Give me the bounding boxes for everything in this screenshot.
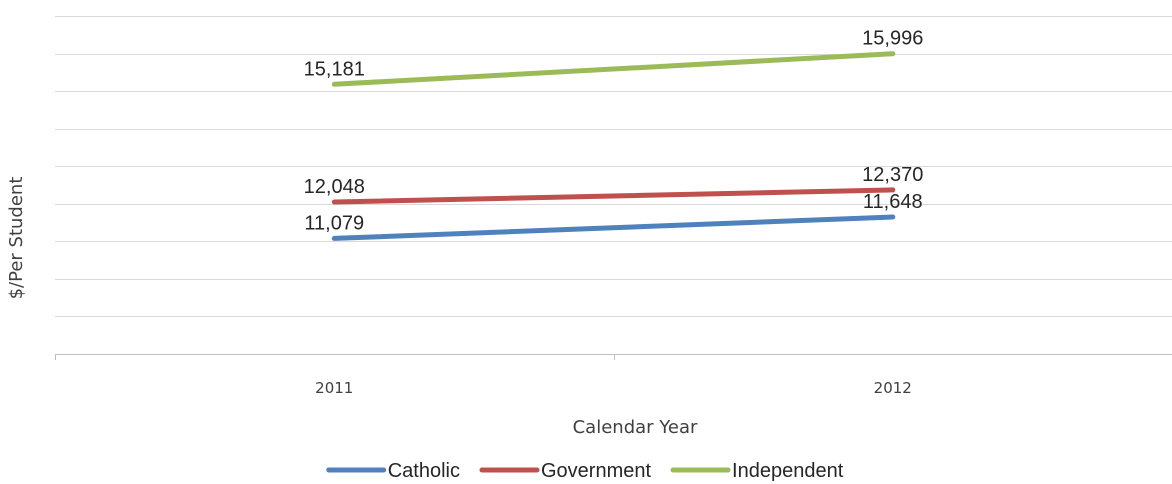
x-axis-title: Calendar Year <box>573 417 698 438</box>
legend-label-government: Government <box>541 460 651 482</box>
y-axis-title: $/Per Student <box>6 177 27 300</box>
data-label-government: 12,048 <box>304 176 365 198</box>
series-line-independent <box>331 51 896 87</box>
data-labels: 11,079 11,648 12,048 12,370 15,181 15,996 <box>304 28 924 235</box>
gridlines <box>55 16 1172 317</box>
x-axis: 2011 2012 <box>55 354 1172 397</box>
legend-label-independent: Independent <box>732 460 844 482</box>
series-line-government <box>331 187 896 205</box>
data-label-government: 12,370 <box>862 164 923 186</box>
series-line-catholic <box>331 214 896 241</box>
legend: Catholic Government Independent <box>326 460 844 482</box>
data-label-catholic: 11,079 <box>304 212 364 234</box>
x-tick-label: 2012 <box>874 379 912 397</box>
data-label-independent: 15,996 <box>862 28 923 50</box>
data-label-catholic: 11,648 <box>863 191 923 213</box>
data-label-independent: 15,181 <box>304 58 365 80</box>
x-tick-label: 2011 <box>315 379 353 397</box>
series-lines <box>331 51 896 241</box>
legend-label-catholic: Catholic <box>388 460 460 482</box>
